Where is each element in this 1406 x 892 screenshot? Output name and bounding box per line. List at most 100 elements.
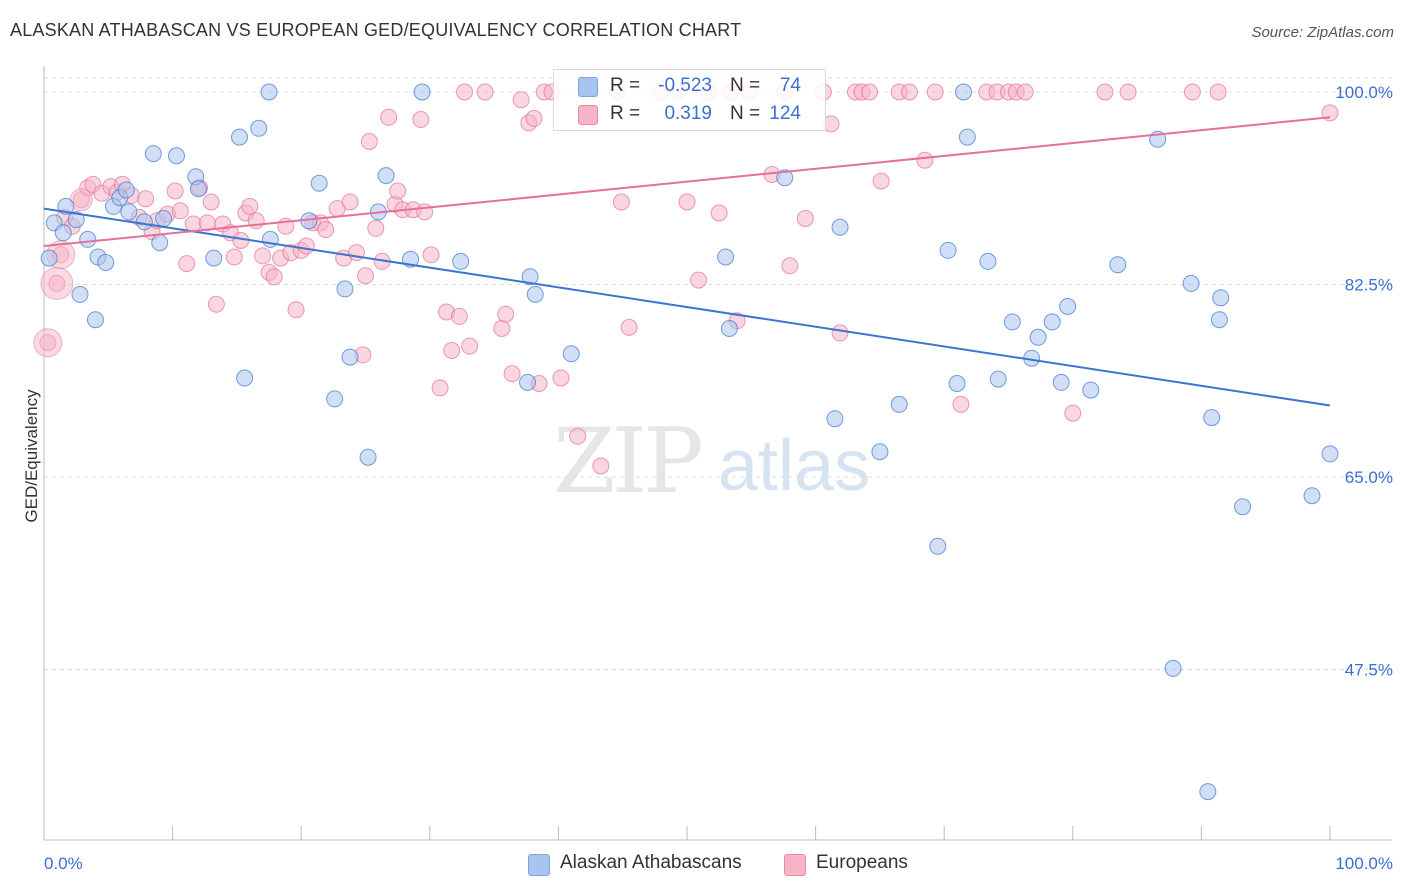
- europeans-point: [1209, 83, 1227, 101]
- athabascans-point: [1182, 274, 1200, 292]
- legend-r-label: R =: [610, 75, 641, 96]
- europeans-point: [1064, 404, 1082, 422]
- athabascans-point: [954, 83, 972, 101]
- athabascans-point: [1029, 328, 1047, 346]
- europeans-point: [1016, 83, 1034, 101]
- athabascans-point: [205, 249, 223, 267]
- athabascans-point: [1321, 445, 1339, 463]
- legend-swatch-europeans: [784, 854, 806, 876]
- athabascans-point: [871, 443, 889, 461]
- europeans-point: [178, 255, 196, 273]
- europeans-point: [171, 202, 189, 220]
- europeans-point: [287, 301, 305, 319]
- athabascans-point: [1212, 289, 1230, 307]
- athabascans-point: [326, 390, 344, 408]
- europeans-point-large: [40, 266, 74, 300]
- europeans-point: [461, 337, 479, 355]
- athabascans-point: [452, 252, 470, 270]
- europeans-point: [1183, 83, 1201, 101]
- europeans-point: [710, 204, 728, 222]
- athabascans-point: [86, 311, 104, 329]
- athabascans-point: [526, 285, 544, 303]
- athabascans-point: [151, 234, 169, 252]
- europeans-point: [1096, 83, 1114, 101]
- athabascans-point: [1199, 783, 1217, 801]
- europeans-point: [781, 257, 799, 275]
- europeans-point: [476, 83, 494, 101]
- europeans-point: [360, 133, 378, 150]
- y-axis-title: GED/Equivalency: [22, 389, 41, 523]
- athabascans-point: [167, 147, 185, 165]
- europeans-point: [690, 271, 708, 289]
- athabascans-point: [71, 285, 89, 303]
- europeans-point: [202, 193, 220, 211]
- legend-label-athabascans: Alaskan Athabascans: [560, 852, 742, 873]
- europeans-point: [831, 324, 849, 342]
- y-tick-label: 82.5%: [1345, 276, 1393, 295]
- europeans-point: [380, 108, 398, 126]
- athabascans-trendline: [43, 207, 1331, 407]
- athabascans-point: [117, 181, 135, 199]
- legend-n-value: 74: [779, 75, 801, 96]
- europeans-point: [450, 307, 468, 325]
- europeans-point: [612, 193, 630, 211]
- athabascans-point: [1164, 659, 1182, 677]
- athabascans-point: [1234, 498, 1252, 516]
- athabascans-point: [562, 345, 580, 363]
- y-tick-label: 47.5%: [1345, 661, 1393, 680]
- legend-n-value: 124: [769, 103, 801, 124]
- europeans-point: [137, 190, 155, 208]
- athabascans-point: [54, 224, 72, 242]
- correlation-legend: R = -0.523 N = 74 R = 0.319 N = 124: [553, 69, 826, 131]
- athabascans-point: [1059, 298, 1077, 315]
- athabascans-point: [717, 248, 735, 266]
- europeans-point: [412, 111, 430, 128]
- athabascans-point: [1003, 313, 1021, 331]
- europeans-point: [952, 395, 970, 413]
- athabascans-point: [831, 218, 849, 236]
- athabascans-point: [948, 375, 966, 392]
- athabascans-point: [79, 230, 97, 248]
- y-tick-label: 65.0%: [1345, 468, 1393, 487]
- athabascans-point: [67, 211, 85, 229]
- europeans-point: [525, 109, 543, 127]
- athabascans-point: [120, 203, 138, 221]
- europeans-point: [872, 172, 890, 190]
- athabascans-point: [939, 241, 957, 259]
- legend-r-value: 0.319: [664, 103, 712, 124]
- europeans-point: [241, 197, 259, 215]
- europeans-point: [254, 247, 272, 265]
- europeans-point: [916, 151, 934, 169]
- legend-label-europeans: Europeans: [816, 852, 908, 873]
- europeans-point: [512, 91, 530, 109]
- athabascans-point: [1052, 373, 1070, 391]
- legend-swatch-athabascans: [578, 77, 598, 97]
- europeans-point: [503, 365, 521, 383]
- legend-r-label: R =: [610, 103, 641, 124]
- athabascans-point: [1043, 313, 1061, 331]
- athabascans-point: [1303, 487, 1321, 505]
- athabascans-point: [359, 448, 377, 466]
- legend-row-athabascans: R = -0.523 N = 74: [554, 73, 825, 99]
- athabascans-point: [189, 180, 207, 198]
- europeans-point: [317, 221, 335, 238]
- athabascans-point: [979, 252, 997, 270]
- europeans-point-large: [33, 328, 63, 358]
- legend-n-label: N =: [730, 75, 761, 96]
- athabascans-point: [1203, 409, 1221, 427]
- europeans-point: [443, 342, 461, 359]
- europeans-point: [678, 193, 696, 211]
- chart-title: ALASKAN ATHABASCAN VS EUROPEAN GED/EQUIV…: [10, 20, 742, 40]
- athabascans-point: [155, 210, 173, 227]
- athabascans-point: [97, 254, 115, 271]
- source-credit: Source: ZipAtlas.com: [1251, 24, 1394, 41]
- athabascans-point: [929, 537, 947, 555]
- europeans-point: [225, 248, 243, 266]
- europeans-point: [265, 268, 283, 286]
- athabascans-point: [336, 280, 354, 298]
- athabascans-point: [776, 169, 794, 187]
- athabascans-point: [135, 213, 153, 231]
- legend-row-europeans: R = 0.319 N = 124: [554, 101, 825, 127]
- europeans-point: [456, 83, 474, 101]
